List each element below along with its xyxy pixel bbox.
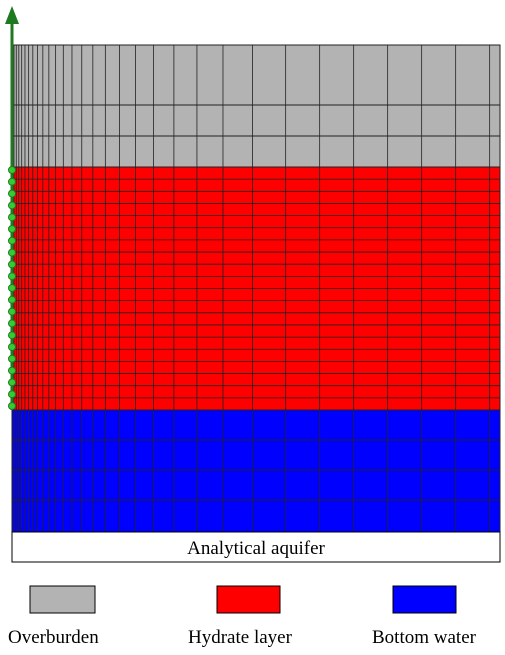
perforation-dot — [8, 378, 16, 387]
overburden-layer — [12, 45, 500, 167]
perforation-dot — [8, 272, 16, 281]
perforation-dot — [8, 260, 16, 269]
legend-swatch — [29, 585, 96, 614]
legend-swatch — [216, 585, 281, 614]
mesh-grid — [12, 45, 500, 532]
perforation-dot — [8, 331, 16, 340]
perforation-dot — [8, 307, 16, 316]
perforation-dot — [8, 213, 16, 222]
legend-label: Hydrate layer — [188, 627, 293, 648]
perforation-dot — [8, 354, 16, 363]
perforation-dot — [8, 166, 16, 174]
perforation-dot — [8, 201, 16, 210]
perforation-dot — [8, 319, 16, 328]
legend-label: Overburden — [8, 627, 99, 648]
perforation-dot — [8, 248, 16, 257]
perforation-dot — [8, 284, 16, 292]
perforation-dot — [8, 236, 16, 245]
perforation-dot — [8, 366, 16, 375]
legend-label: Bottom water — [372, 627, 477, 648]
perforation-dot — [8, 402, 16, 410]
perforation-dot — [8, 225, 16, 233]
perforation-dot — [8, 189, 16, 198]
legend-swatch — [392, 585, 457, 614]
well — [5, 6, 19, 410]
perforation-dot — [8, 177, 16, 186]
aquifer-label: Analytical aquifer — [187, 538, 325, 559]
aquifer-box — [11, 531, 501, 563]
perforation-dot — [8, 390, 16, 399]
well-arrow — [5, 6, 19, 24]
bottom-water-layer — [12, 410, 500, 532]
perforation-dot — [8, 343, 16, 351]
perforation-dot — [8, 295, 16, 304]
